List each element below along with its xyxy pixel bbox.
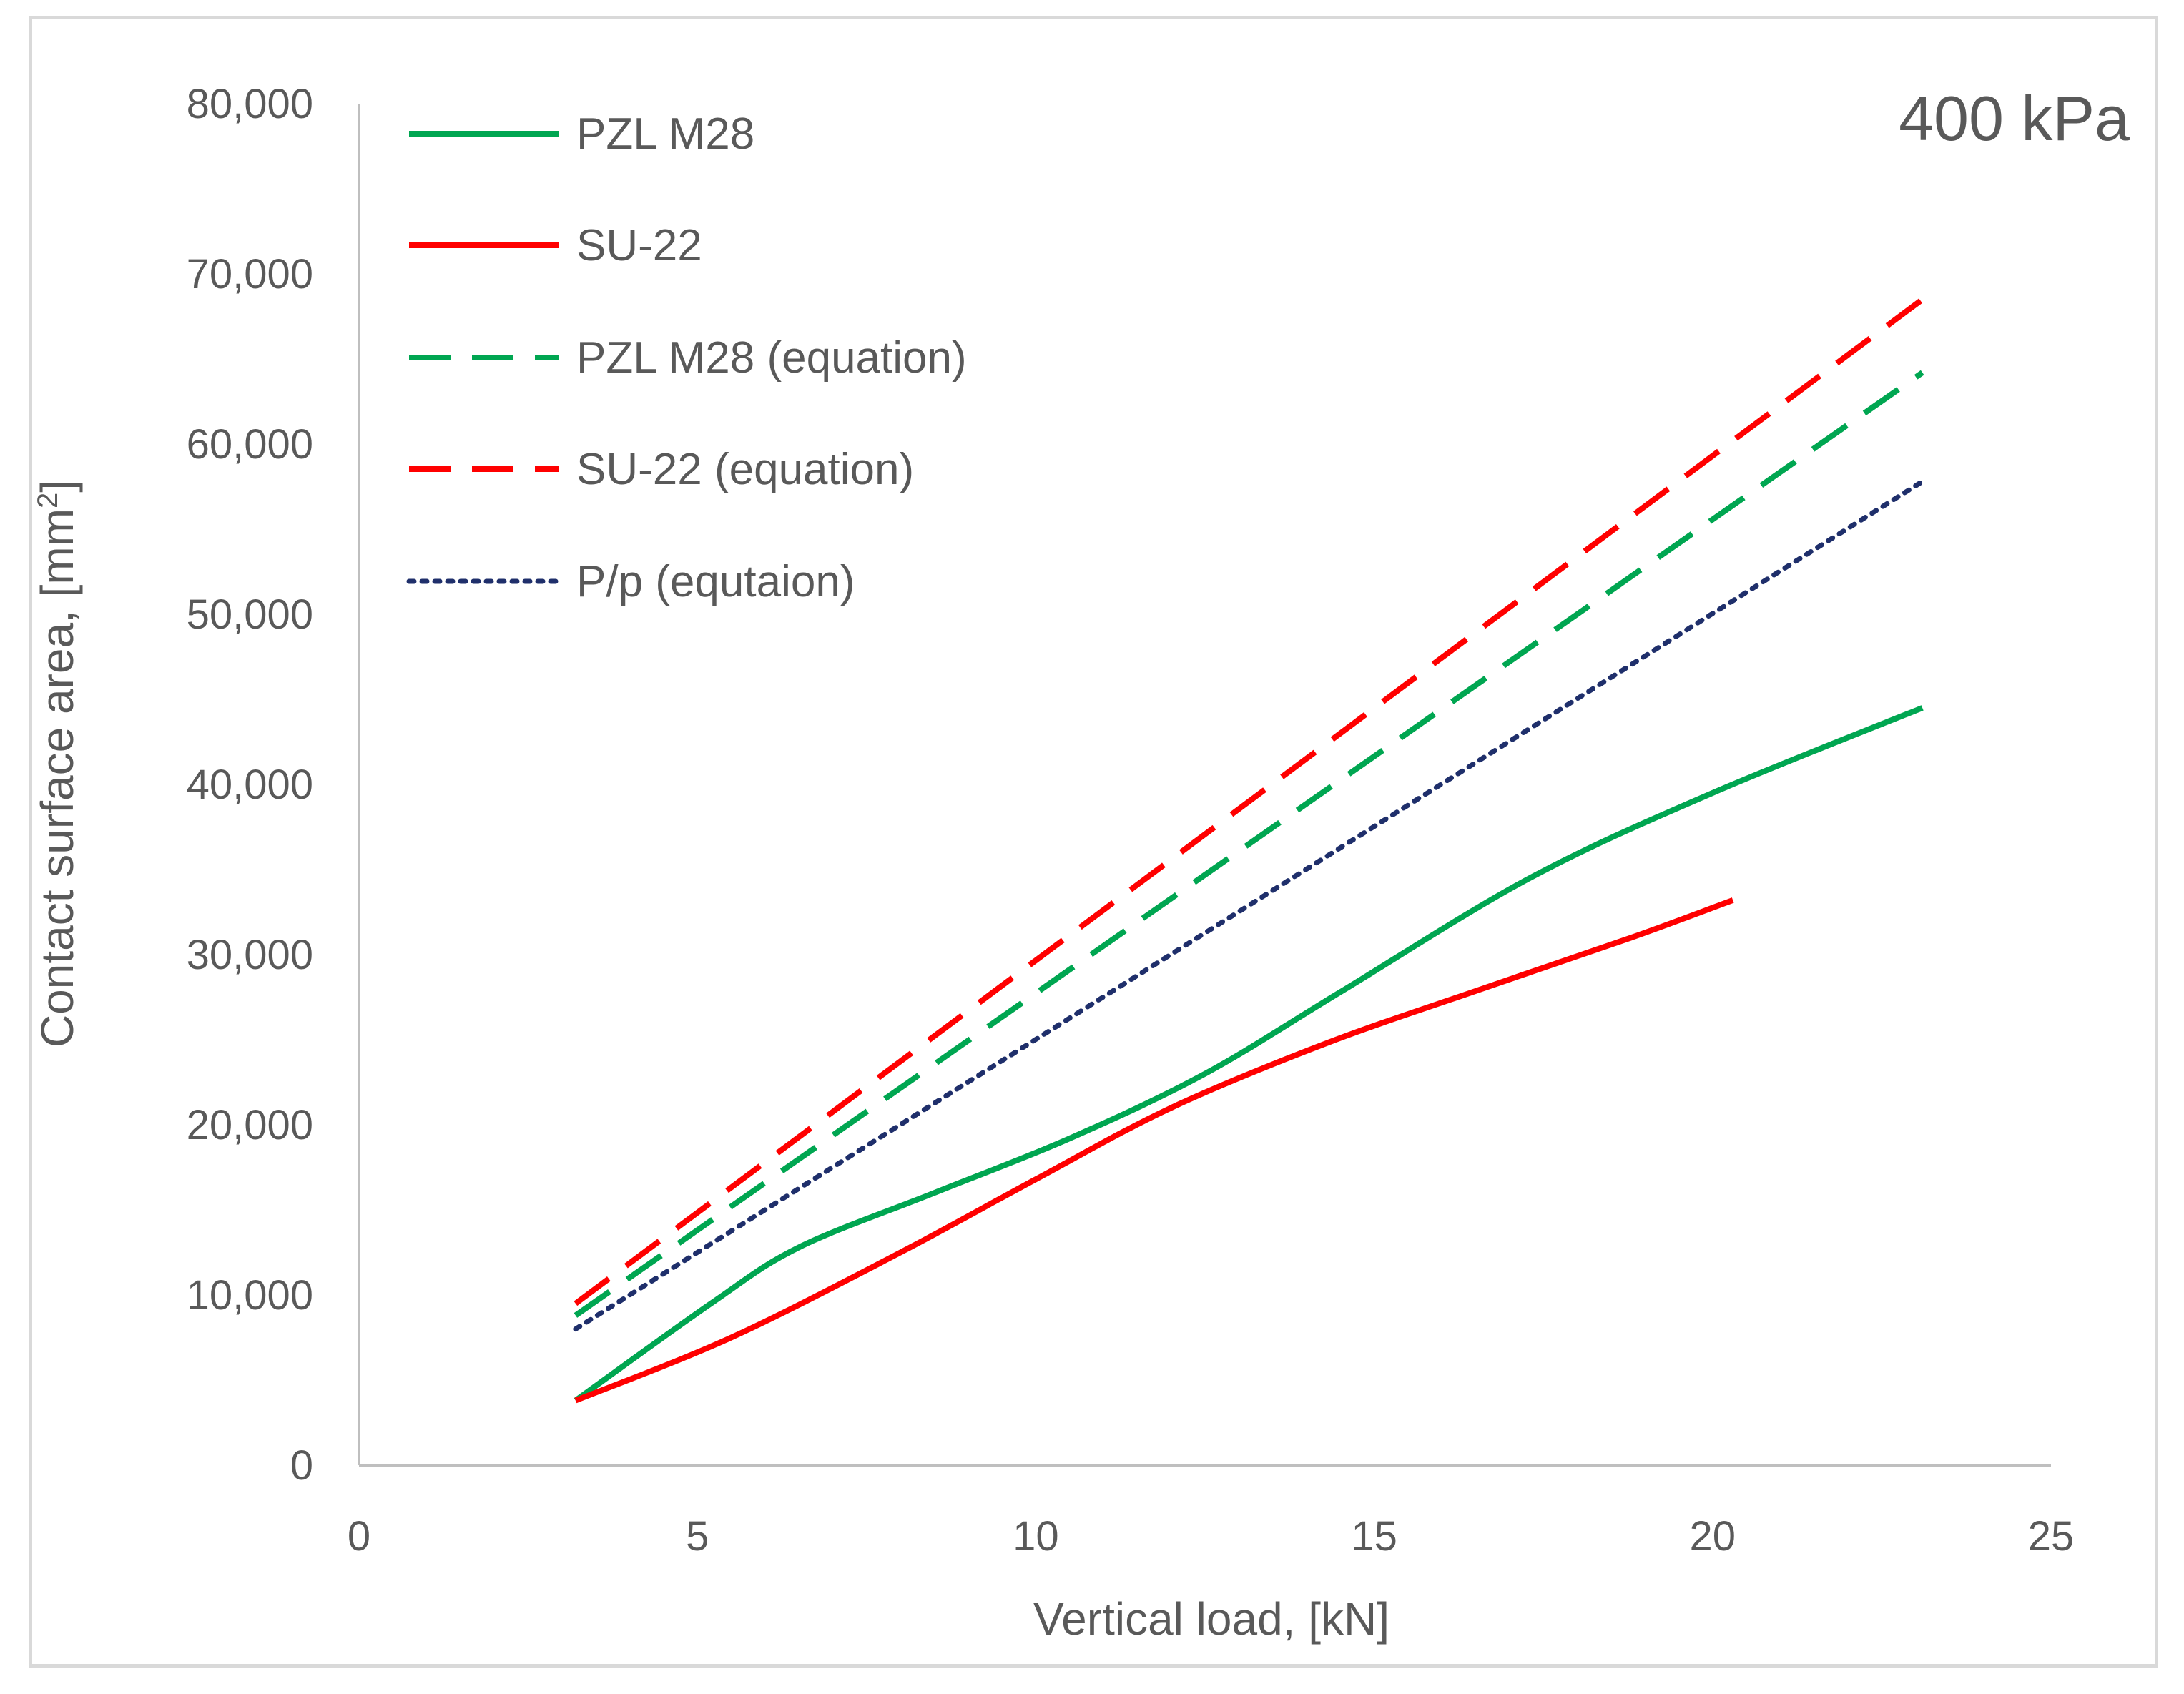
legend-label-1: PZL M28	[576, 109, 754, 159]
y-tick-label: 40,000	[187, 762, 313, 808]
legend-label-3: PZL M28 (equation)	[576, 333, 967, 383]
y-tick-label: 80,000	[187, 81, 313, 127]
pressure-annotation: 400 kPa	[1899, 83, 2130, 154]
x-tick-label: 5	[686, 1513, 709, 1560]
series-line-5	[573, 478, 1925, 1332]
chart-frame	[29, 16, 2158, 1668]
x-tick-label: 10	[1013, 1513, 1059, 1560]
legend-label-5: P/p (equtaion)	[576, 557, 855, 606]
series-line-2	[574, 897, 1734, 1404]
axes	[358, 104, 2051, 1467]
y-tick-label: 30,000	[187, 932, 313, 978]
y-axis-title: Contact surface area, [mm2]	[31, 480, 83, 1048]
y-tick-label: 20,000	[187, 1102, 313, 1148]
x-tick-label: 15	[1351, 1513, 1397, 1560]
y-tick-label: 70,000	[187, 251, 313, 297]
series-line-3	[574, 370, 1924, 1318]
x-axis-title: Vertical load, [kN]	[1033, 1593, 1389, 1645]
y-tick-label: 60,000	[187, 421, 313, 468]
x-tick-label: 0	[348, 1513, 370, 1560]
x-tick-label: 20	[1690, 1513, 1736, 1560]
legend-label-4: SU-22 (equation)	[576, 445, 914, 494]
x-tick-labels: 0 5 10 15 20 25	[348, 1513, 2074, 1560]
y-tick-label: 10,000	[187, 1272, 313, 1319]
y-tick-label: 0	[290, 1442, 313, 1489]
series-layer	[573, 297, 1925, 1404]
y-tick-label: 50,000	[187, 591, 313, 638]
y-tick-labels: 0 10,000 20,000 30,000 40,000 50,000 60,000 70,…	[187, 81, 313, 1489]
series-line-1	[574, 705, 1924, 1403]
y-axis-title-suffix: ]	[31, 480, 83, 493]
x-tick-label: 25	[2028, 1513, 2075, 1560]
y-axis-title-main: Contact surface area, [mm	[31, 508, 83, 1048]
y-axis-title-superscript: 2	[32, 493, 64, 508]
legend-label-2: SU-22	[576, 221, 702, 270]
legend: PZL M28 SU-22 PZL M28 (equation) SU-22 (equ…	[406, 109, 967, 606]
series-line-4	[574, 297, 1924, 1306]
